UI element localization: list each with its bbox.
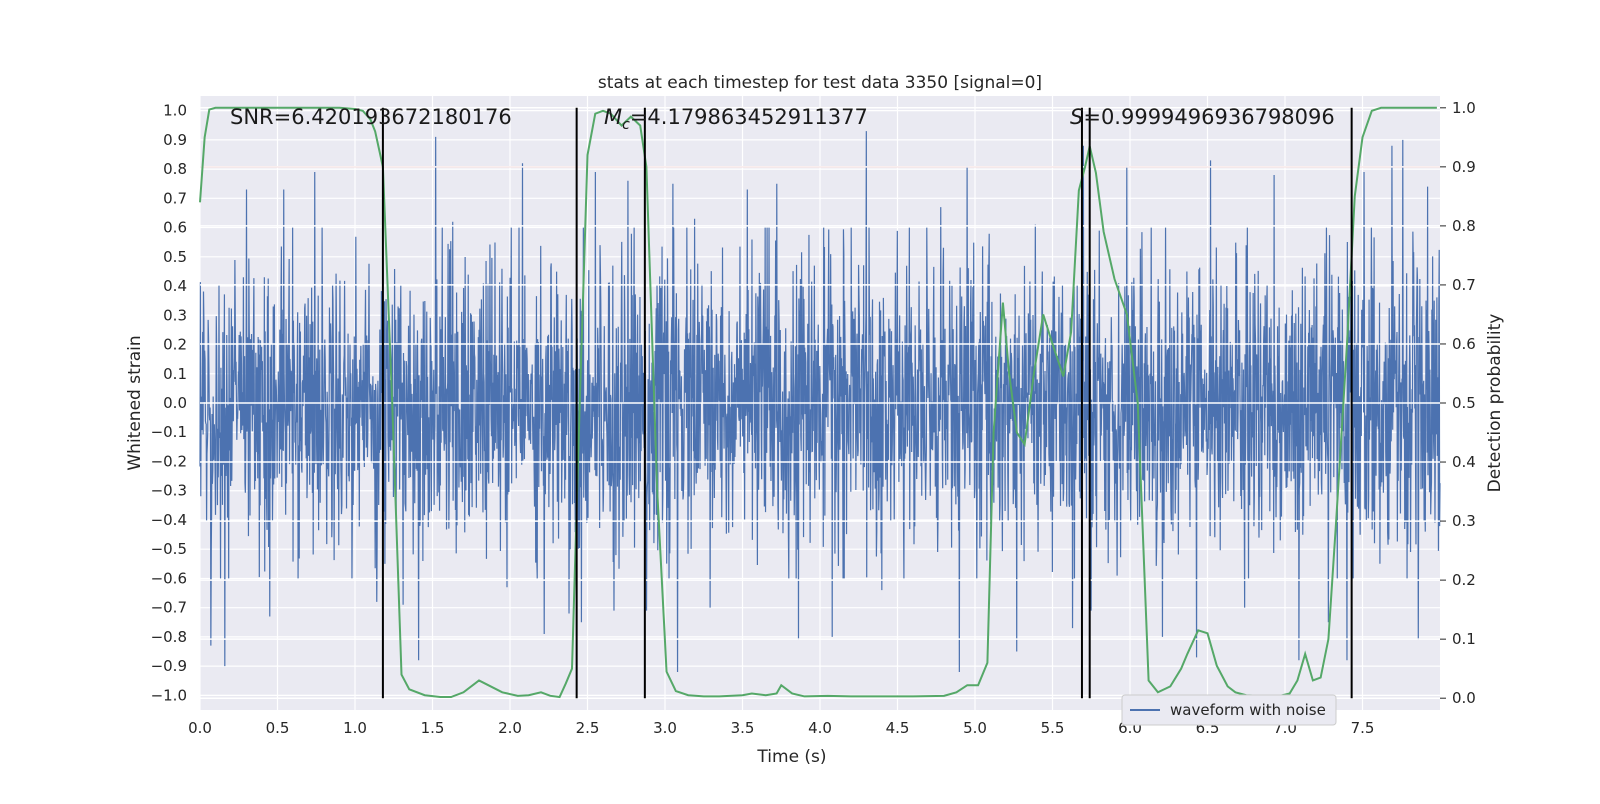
y-tick-label: −0.8 [151,628,187,646]
x-tick-label: 4.0 [808,719,832,737]
legend: waveform with noise [1121,694,1337,726]
y-tick-label: −0.1 [151,423,187,441]
y-tick-label: 0.3 [163,306,187,324]
waveform-line [199,131,1441,672]
legend-waveform-label: waveform with noise [1170,701,1326,719]
x-tick-label: 1.0 [343,719,367,737]
y2-tick-label: 0.5 [1452,394,1476,412]
x-tick-label: 2.5 [576,719,600,737]
x-tick-label: 5.0 [963,719,987,737]
y-tick-label: 0.6 [163,219,187,237]
y2-tick-label: 0.0 [1452,689,1476,707]
y-tick-label: −0.7 [151,599,187,617]
y2-tick-label: 0.1 [1452,630,1476,648]
y-tick-label: 1.0 [163,102,187,120]
x-axis-label: Time (s) [756,747,826,767]
y-tick-label: 0.2 [163,336,187,354]
y-tick-label: −0.2 [151,452,187,470]
x-tick-label: 3.0 [653,719,677,737]
x-tick-label: 1.5 [421,719,445,737]
y-tick-label: −0.9 [151,657,187,675]
y-tick-label: −0.5 [151,540,187,558]
detection-probability-line [199,106,1437,699]
x-tick-label: 7.5 [1351,719,1375,737]
y2-axis-label: Detection probability [1485,314,1505,493]
y2-tick-label: 0.2 [1452,571,1476,589]
y2-tick-labels: 1.0 0.9 0.8 0.7 0.6 0.5 0.4 0.3 0.2 0.1 0.0 [1440,99,1476,707]
y2-tick-label: 0.4 [1452,453,1476,471]
y2-tick-label: 0.3 [1452,512,1476,530]
y2-tick-label: 1.0 [1452,99,1476,117]
y2-tick-label: 0.9 [1452,158,1476,176]
significance-annotation: S=0.9999496936798096 [1070,105,1335,129]
x-tick-label: 4.5 [886,719,910,737]
y-tick-label: 0.0 [163,394,187,412]
y-tick-label: 0.5 [163,248,187,266]
probability-layer [199,106,1437,699]
y2-tick-label: 0.8 [1452,217,1476,235]
significance-value: =0.9999496936798096 [1083,105,1334,129]
x-tick-label: 0.0 [188,719,212,737]
chart-title: stats at each timestep for test data 335… [598,73,1042,93]
chirp-mass-annotation: Mc=4.179863452911377 [604,105,868,133]
y-tick-label: −0.4 [151,511,187,529]
chirp-mass-subscript: c [622,117,630,133]
x-tick-label: 3.5 [731,719,755,737]
y-tick-label: −0.6 [151,569,187,587]
y2-tick-label: 0.7 [1452,276,1476,294]
significance-symbol: S [1070,105,1083,129]
waveform-layer [199,131,1441,672]
chirp-mass-value: =4.179863452911377 [630,105,868,129]
y-tick-label: −0.3 [151,482,187,500]
x-tick-label: 0.5 [266,719,290,737]
y-tick-labels: 1.0 0.9 0.8 0.7 0.6 0.5 0.4 0.3 0.2 0.1 0.0 −0.1 −0.… [151,102,187,705]
y-tick-label: −1.0 [151,686,187,704]
y-tick-label: 0.9 [163,131,187,149]
chirp-mass-symbol: M [604,105,622,129]
secondary-grid [200,107,1440,699]
y-tick-label: 0.7 [163,189,187,207]
y-tick-label: 0.4 [163,277,187,295]
y-tick-label: 0.1 [163,365,187,383]
boundary-layer [381,107,1353,699]
snr-annotation: SNR=6.420193672180176 [230,105,512,129]
y2-tick-label: 0.6 [1452,335,1476,353]
y-axis-label: Whitened strain [125,335,145,470]
x-tick-label: 5.5 [1041,719,1065,737]
y-tick-label: 0.8 [163,160,187,178]
legend-box [1121,694,1337,726]
x-tick-label: 2.0 [498,719,522,737]
